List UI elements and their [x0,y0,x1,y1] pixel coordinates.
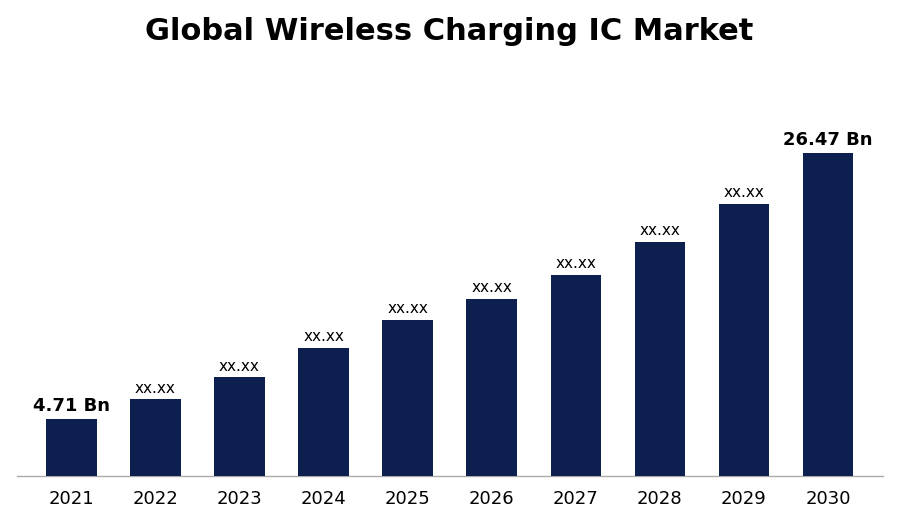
Bar [803,153,853,477]
Text: xx.xx: xx.xx [724,185,764,200]
Text: xx.xx: xx.xx [639,223,680,238]
Text: xx.xx: xx.xx [219,359,260,374]
Text: xx.xx: xx.xx [135,381,176,396]
Bar [46,419,96,477]
Text: 4.71 Bn: 4.71 Bn [32,397,110,415]
Text: xx.xx: xx.xx [387,301,428,316]
Bar [298,348,348,477]
Bar [382,320,433,477]
Text: xx.xx: xx.xx [555,256,596,271]
Bar [214,377,265,477]
Bar [466,299,517,477]
Text: 26.47 Bn: 26.47 Bn [783,131,873,149]
Bar [634,242,685,477]
Bar [719,204,770,477]
Bar [551,275,601,477]
Bar [130,400,181,477]
Title: Global Wireless Charging IC Market: Global Wireless Charging IC Market [146,17,754,46]
Text: xx.xx: xx.xx [303,329,344,344]
Text: xx.xx: xx.xx [472,280,512,296]
